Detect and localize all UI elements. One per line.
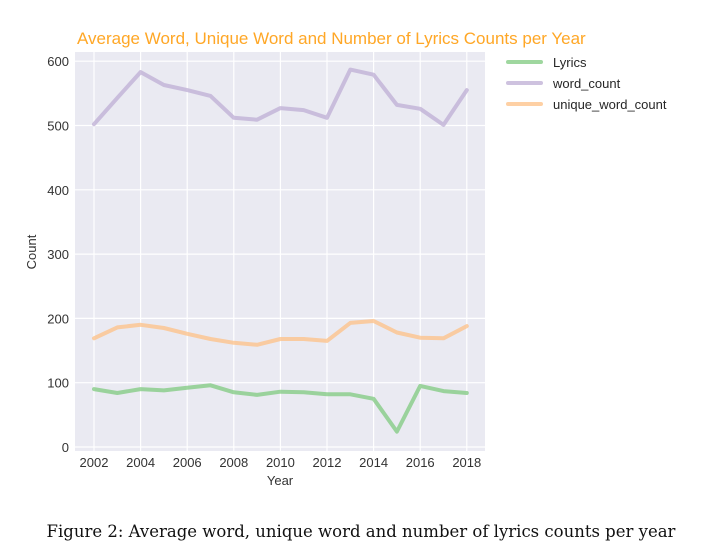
figure-caption: Figure 2: Average word, unique word and … (46, 522, 676, 541)
y-tick-label: 500 (47, 119, 69, 134)
line-chart: 0 100 200 300 400 500 600 2002 2004 2006 2008 2010… (24, 29, 667, 488)
legend-label: word_count (552, 76, 621, 91)
x-axis-ticks: 2002 2004 2006 2008 2010 2012 2014 2016 2018 (80, 455, 482, 470)
x-tick-label: 2018 (452, 455, 481, 470)
x-tick-label: 2014 (359, 455, 388, 470)
series-line-word-count (92, 67, 469, 127)
x-tick-label: 2006 (173, 455, 202, 470)
series-line-Lyrics (92, 383, 469, 434)
y-axis-ticks: 0 100 200 300 400 500 600 (47, 54, 69, 455)
y-tick-label: 400 (47, 183, 69, 198)
y-tick-label: 200 (47, 311, 69, 326)
gridlines (75, 52, 485, 451)
series-line-unique-word-count (92, 319, 469, 347)
x-tick-label: 2010 (266, 455, 295, 470)
x-tick-label: 2012 (313, 455, 342, 470)
x-tick-label: 2016 (406, 455, 435, 470)
legend-label: Lyrics (553, 55, 587, 70)
x-axis-label: Year (267, 473, 294, 488)
y-tick-label: 300 (47, 247, 69, 262)
x-tick-label: 2002 (80, 455, 109, 470)
y-tick-label: 600 (47, 54, 69, 69)
x-tick-label: 2004 (126, 455, 155, 470)
legend: Lyrics word_count unique_word_count (506, 55, 667, 112)
legend-label: unique_word_count (553, 97, 667, 112)
data-lines (92, 67, 469, 434)
x-tick-label: 2008 (219, 455, 248, 470)
y-axis-label: Count (24, 234, 39, 269)
y-tick-label: 100 (47, 376, 69, 391)
y-tick-label: 0 (62, 440, 69, 455)
chart-title: Average Word, Unique Word and Number of … (77, 29, 586, 48)
